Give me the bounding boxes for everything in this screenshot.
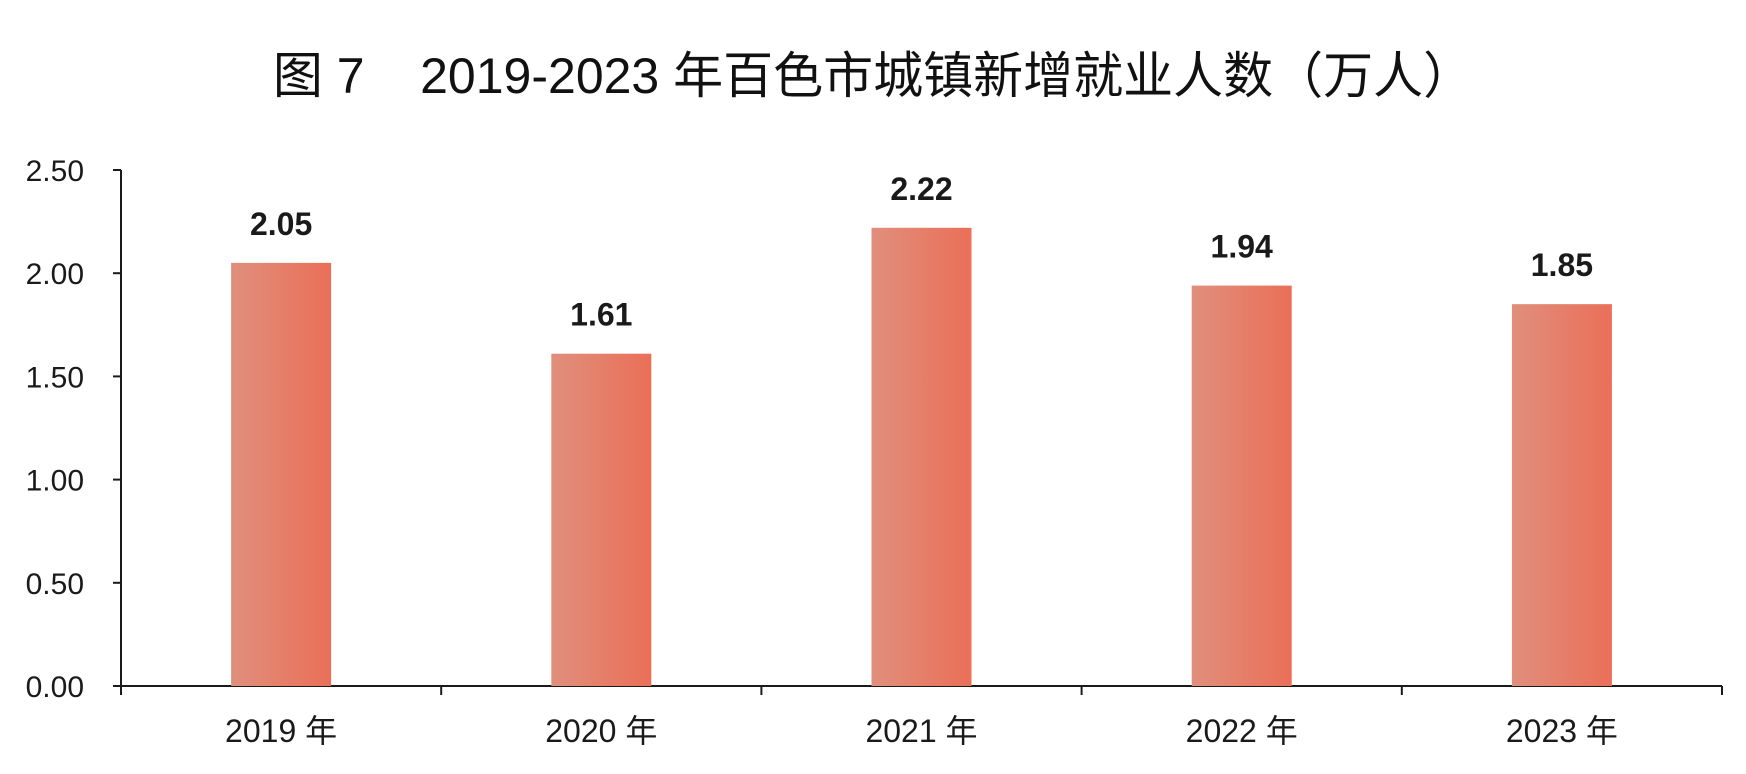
data-label: 1.85 xyxy=(1531,247,1593,283)
x-tick-label: 2019 年 xyxy=(225,713,337,749)
plot-area: 0.00 0.50 1.00 1.50 2.00 2.50 2.05 2019 年 1.61 20… xyxy=(26,155,1723,749)
x-tick-label: 2022 年 xyxy=(1186,713,1298,749)
data-label: 2.05 xyxy=(250,206,312,242)
bar xyxy=(231,262,332,686)
y-tick-label: 0.50 xyxy=(26,568,84,601)
chart-title: 图 7 2019-2023 年百色市城镇新增就业人数（万人） xyxy=(272,48,1474,104)
data-label: 1.94 xyxy=(1211,229,1273,265)
bar xyxy=(871,227,972,687)
data-label: 2.22 xyxy=(890,171,952,207)
bar xyxy=(551,353,652,686)
x-tick-label: 2020 年 xyxy=(545,713,657,749)
y-tick-label: 2.50 xyxy=(26,155,84,188)
y-tick-label: 1.00 xyxy=(26,465,84,498)
x-tick-label: 2021 年 xyxy=(865,713,977,749)
data-label: 1.61 xyxy=(570,297,632,333)
y-tick-label: 2.00 xyxy=(26,258,84,291)
y-tick-label: 1.50 xyxy=(26,361,84,394)
y-tick-label: 0.00 xyxy=(26,671,84,704)
bar xyxy=(1511,304,1612,686)
x-tick-label: 2023 年 xyxy=(1506,713,1618,749)
bar xyxy=(1191,285,1292,686)
